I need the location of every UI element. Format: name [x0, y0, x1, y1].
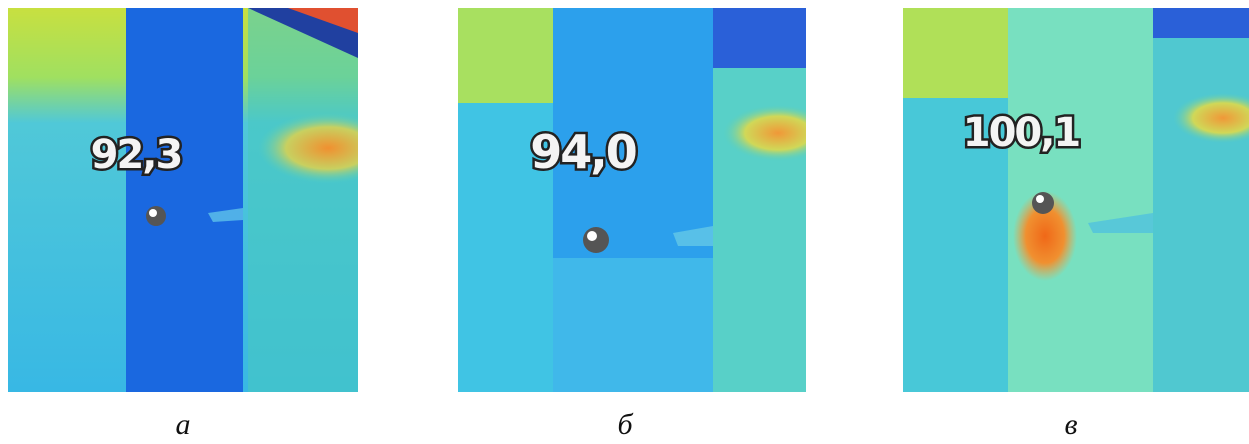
thermal-image-a: 92,3 — [8, 8, 358, 392]
thermal-image-c: 100,1 — [903, 8, 1249, 392]
panel-caption: в — [1041, 408, 1101, 442]
figure: 92,3 94,0 100,1 а б в — [0, 0, 1249, 444]
temperature-reading: 92,3 — [91, 132, 182, 178]
thermal-image-b: 94,0 — [458, 8, 806, 392]
panel-caption: а — [153, 408, 213, 442]
temperature-reading: 94,0 — [530, 125, 636, 179]
temperature-reading: 100,1 — [963, 110, 1080, 156]
panel-caption: б — [595, 408, 655, 442]
